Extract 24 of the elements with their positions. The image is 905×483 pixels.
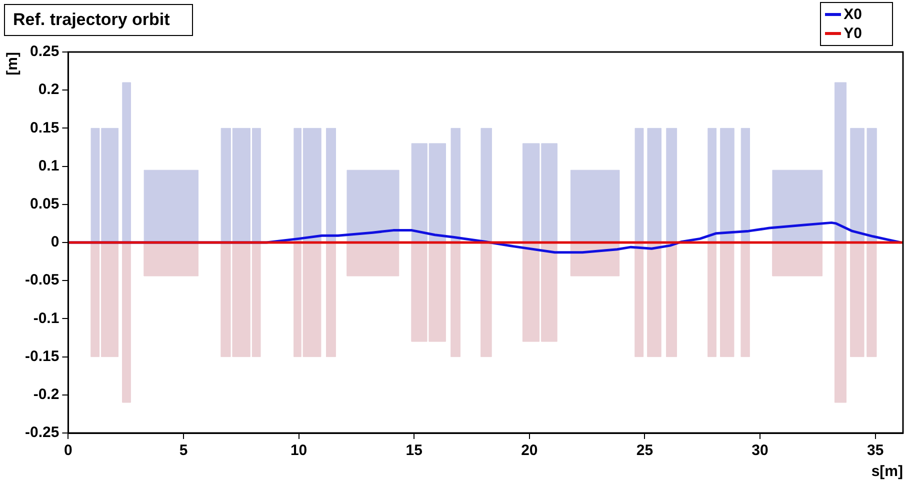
y-tick-label: -0.15 bbox=[24, 348, 60, 365]
y-tick-label: -0.2 bbox=[33, 386, 60, 404]
chart-title: Ref. trajectory orbit bbox=[4, 4, 193, 36]
x-tick-label: 25 bbox=[636, 442, 654, 460]
y-tick-label: -0.25 bbox=[24, 424, 60, 442]
y-tick-label: -0.1 bbox=[33, 310, 60, 327]
x-tick-label: 5 bbox=[179, 442, 188, 460]
x-tick-label: 35 bbox=[866, 442, 884, 460]
x-tick-label: 0 bbox=[64, 442, 72, 460]
y-tick-label: 0.25 bbox=[30, 43, 60, 60]
y-tick-label: -0.05 bbox=[24, 272, 60, 289]
x-tick-label: 15 bbox=[406, 442, 422, 460]
x-tick-label: 30 bbox=[752, 442, 768, 460]
y-tick-label: 0.15 bbox=[30, 119, 60, 136]
y-tick-label: 0.05 bbox=[30, 196, 60, 213]
legend-label: X0 bbox=[844, 6, 862, 23]
y-tick-label: 0 bbox=[50, 234, 60, 251]
x-tick-label: 20 bbox=[521, 442, 538, 460]
x-tick-label: 10 bbox=[290, 442, 308, 460]
y-tick-label: 0.1 bbox=[38, 157, 60, 174]
x-axis-title: s[m] bbox=[871, 463, 904, 480]
y-axis-title: [m] bbox=[4, 52, 22, 76]
y-tick-label: 0.2 bbox=[38, 81, 60, 98]
legend-label: Y0 bbox=[844, 25, 862, 42]
